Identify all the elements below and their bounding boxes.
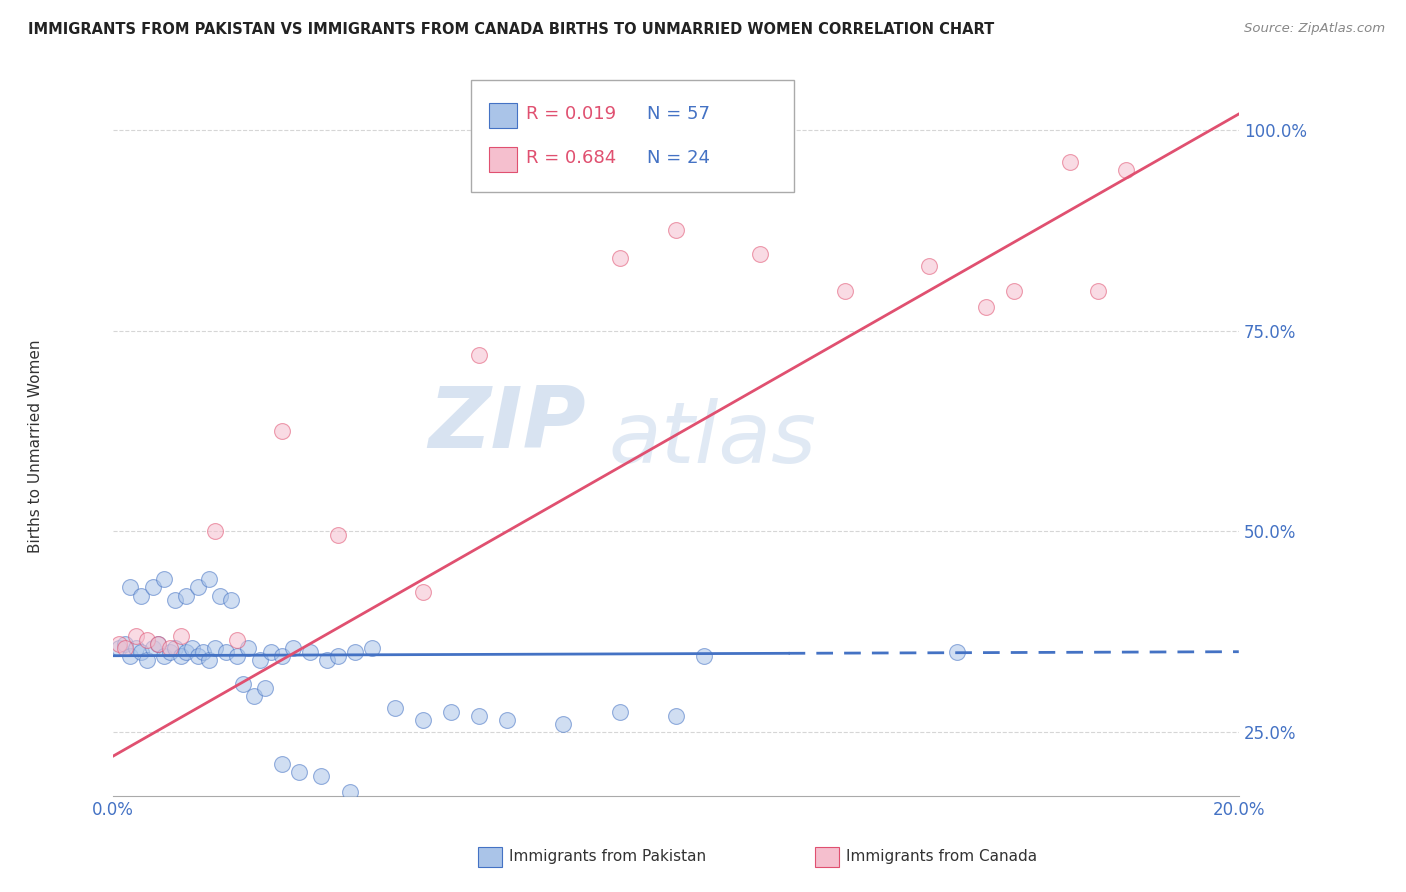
Text: Immigrants from Pakistan: Immigrants from Pakistan — [509, 849, 706, 863]
Point — [271, 757, 294, 772]
Point — [114, 640, 136, 655]
Point — [232, 677, 254, 691]
Point — [271, 648, 294, 663]
Point — [665, 223, 688, 237]
Point — [165, 640, 187, 655]
Point — [311, 769, 333, 783]
Point — [609, 252, 631, 266]
Point — [1059, 155, 1081, 169]
Point — [136, 632, 159, 647]
Point — [120, 581, 142, 595]
Point — [946, 645, 969, 659]
Point — [170, 648, 193, 663]
Point — [299, 645, 322, 659]
Text: N = 57: N = 57 — [647, 105, 710, 123]
Point — [131, 645, 153, 659]
Point — [412, 584, 434, 599]
Point — [148, 637, 170, 651]
Point — [181, 640, 204, 655]
Text: atlas: atlas — [609, 398, 817, 481]
Text: IMMIGRANTS FROM PAKISTAN VS IMMIGRANTS FROM CANADA BIRTHS TO UNMARRIED WOMEN COR: IMMIGRANTS FROM PAKISTAN VS IMMIGRANTS F… — [28, 22, 994, 37]
Point — [665, 709, 688, 723]
Point — [209, 589, 232, 603]
Point — [243, 689, 266, 703]
Point — [226, 648, 249, 663]
Point — [153, 648, 176, 663]
Point — [1115, 163, 1137, 178]
Point — [159, 645, 181, 659]
Point — [198, 653, 221, 667]
Point — [176, 589, 198, 603]
Point — [834, 284, 856, 298]
Point — [288, 765, 311, 780]
Point — [384, 701, 406, 715]
Point — [114, 637, 136, 651]
Point — [412, 713, 434, 727]
Point — [361, 640, 384, 655]
Point — [221, 592, 243, 607]
Point — [553, 159, 575, 173]
Point — [254, 681, 277, 695]
Point — [238, 640, 260, 655]
Point — [316, 653, 339, 667]
Point — [125, 640, 148, 655]
Point — [468, 348, 491, 362]
Point — [108, 637, 131, 651]
Point — [609, 705, 631, 719]
Point — [271, 424, 294, 438]
Point — [1087, 284, 1109, 298]
Point — [1002, 284, 1025, 298]
Point — [198, 573, 221, 587]
Point — [136, 653, 159, 667]
Text: N = 24: N = 24 — [647, 149, 710, 167]
Point — [108, 640, 131, 655]
Text: R = 0.019: R = 0.019 — [526, 105, 616, 123]
Point — [142, 581, 165, 595]
Point — [187, 581, 209, 595]
Text: R = 0.684: R = 0.684 — [526, 149, 616, 167]
Point — [260, 645, 283, 659]
Text: Source: ZipAtlas.com: Source: ZipAtlas.com — [1244, 22, 1385, 36]
Point — [283, 640, 305, 655]
Text: Immigrants from Canada: Immigrants from Canada — [846, 849, 1038, 863]
Point — [153, 573, 176, 587]
Point — [440, 705, 463, 719]
Point — [693, 648, 716, 663]
Point — [974, 300, 997, 314]
Text: ZIP: ZIP — [429, 384, 586, 467]
Point — [749, 247, 772, 261]
Point — [496, 713, 519, 727]
Point — [215, 645, 238, 659]
Point — [204, 640, 226, 655]
Point — [187, 648, 209, 663]
Point — [553, 717, 575, 731]
Point — [148, 637, 170, 651]
Point — [339, 785, 361, 799]
Point — [142, 640, 165, 655]
Text: Births to Unmarried Women: Births to Unmarried Women — [28, 339, 42, 553]
Point — [918, 260, 941, 274]
Point — [170, 629, 193, 643]
Point — [344, 645, 367, 659]
Point — [131, 589, 153, 603]
Point — [328, 528, 350, 542]
Point — [204, 524, 226, 539]
Point — [468, 709, 491, 723]
Point — [328, 648, 350, 663]
Point — [176, 645, 198, 659]
Point — [226, 632, 249, 647]
Point — [120, 648, 142, 663]
Point — [159, 640, 181, 655]
Point — [193, 645, 215, 659]
Point — [249, 653, 271, 667]
Point — [125, 629, 148, 643]
Point — [165, 592, 187, 607]
